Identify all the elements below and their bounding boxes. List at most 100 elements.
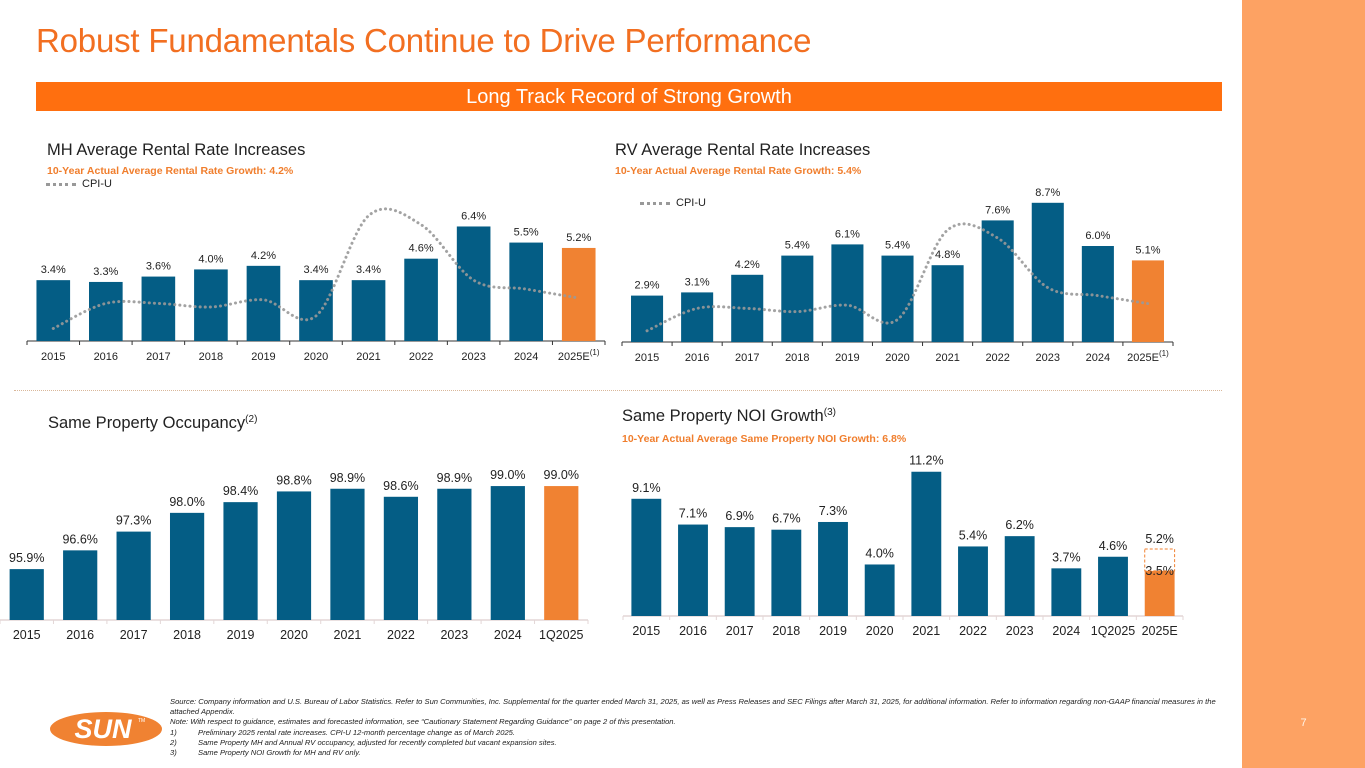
- noi-bar-2023: [1004, 536, 1035, 616]
- noi-bar-2022: [958, 546, 988, 616]
- occ-data-label: 98.9%: [437, 471, 472, 485]
- occ-x-tick-label: 2016: [66, 628, 94, 642]
- occ-x-tick-label: 2020: [280, 628, 308, 642]
- noi-data-label: 7.1%: [679, 507, 708, 521]
- rv-cpi-u-line: [645, 222, 1150, 333]
- rv-data-label: 4.8%: [935, 249, 960, 261]
- noi-bar-2020: [864, 564, 895, 616]
- footnote-num: 1): [170, 727, 177, 737]
- occ-bar-2023: [437, 488, 472, 620]
- rv-legend: CPI-U: [640, 197, 706, 209]
- footnotes: Source: Company information and U.S. Bur…: [170, 697, 1230, 758]
- rv-x-tick-label: 2023: [1036, 352, 1060, 364]
- mh-legend-label: CPI-U: [82, 178, 112, 190]
- rv-data-label: 8.7%: [1035, 187, 1060, 199]
- occ-x-tick-label: 2024: [494, 628, 522, 642]
- noi-data-label: 6.2%: [1005, 518, 1034, 532]
- noi-data-label: 4.0%: [865, 546, 894, 560]
- mh-bar-2023: [456, 226, 491, 341]
- noi-x-tick-label: 2025E: [1142, 624, 1178, 638]
- noi-bar-2021: [911, 471, 942, 616]
- noi-x-tick-label: 2018: [772, 624, 800, 638]
- mh-data-label: 3.3%: [93, 266, 118, 278]
- noi-bar-1q2025: [1098, 556, 1128, 616]
- occ-data-label: 98.4%: [223, 484, 258, 498]
- footnote-num: 3): [170, 748, 177, 758]
- mh-x-tick-footnote: (1): [590, 348, 600, 357]
- occ-x-tick-label: 2022: [387, 628, 415, 642]
- rv-bar-2019: [831, 244, 864, 342]
- occ-x-tick-label: 2019: [227, 628, 255, 642]
- footnote-source: Source: Company information and U.S. Bur…: [170, 697, 1216, 717]
- occ-bar-1q2025: [544, 486, 579, 620]
- noi-bar-2018: [771, 529, 802, 616]
- rv-bar-2023: [1031, 202, 1064, 342]
- mh-data-label: 3.4%: [356, 264, 381, 276]
- occ-data-label: 98.6%: [383, 479, 418, 493]
- occ-bar-2021: [330, 488, 365, 620]
- mh-bar-2020: [299, 280, 333, 341]
- occ-data-label: 99.0%: [490, 468, 525, 482]
- rv-bar-2021: [931, 265, 964, 342]
- footnote-1: 1) Preliminary 2025 rental rate increases…: [170, 728, 1230, 738]
- noi-bar-2016: [678, 524, 708, 616]
- occ-x-tick-label: 2021: [334, 628, 362, 642]
- noi-chart-subtitle: 10-Year Actual Average Same Property NOI…: [622, 433, 907, 445]
- mh-bar-2017: [141, 276, 176, 341]
- mh-data-label: 6.4%: [461, 210, 486, 222]
- rv-bar-2022: [981, 220, 1014, 342]
- section-banner: Long Track Record of Strong Growth: [36, 82, 1222, 111]
- right-sidebar: [1242, 0, 1365, 768]
- rv-bar-2017: [731, 274, 764, 342]
- rv-x-tick-label: 2021: [935, 352, 959, 364]
- mh-x-tick-label: 2022: [409, 351, 433, 363]
- occupancy-title-text: Same Property Occupancy: [48, 414, 246, 432]
- occ-x-tick-label: 2023: [440, 628, 468, 642]
- rv-x-tick-label: 2020: [885, 352, 909, 364]
- occ-x-tick-label: 2017: [120, 628, 148, 642]
- mh-data-label: 4.6%: [409, 243, 434, 255]
- logo-ellipse: [50, 712, 162, 746]
- mh-chart-title: MH Average Rental Rate Increases: [47, 141, 306, 159]
- occ-bar-2016: [63, 550, 98, 620]
- rv-data-label: 6.0%: [1085, 230, 1110, 242]
- mh-x-tick-label: 2023: [461, 351, 485, 363]
- occ-x-tick-label: 2015: [13, 628, 41, 642]
- noi-bar-2017: [724, 527, 755, 616]
- occ-x-tick-label: 1Q2025: [539, 628, 584, 642]
- rv-x-tick-footnote: (1): [1159, 349, 1169, 358]
- mh-x-tick-label: 2025E(1): [558, 348, 600, 363]
- noi-data-label: 6.9%: [725, 509, 754, 523]
- occ-x-tick-label: 2018: [173, 628, 201, 642]
- mh-x-tick-label: 2015: [41, 351, 65, 363]
- rv-data-label: 4.2%: [735, 259, 760, 271]
- mh-bar-2025e: [561, 247, 596, 341]
- noi-x-tick-label: 2023: [1006, 624, 1034, 638]
- noi-range-high-label: 5.2%: [1145, 532, 1174, 546]
- noi-data-label: 9.1%: [632, 481, 661, 495]
- rv-data-label: 2.9%: [635, 280, 660, 292]
- mh-x-tick-label: 2021: [356, 351, 380, 363]
- mh-legend: CPI-U: [46, 178, 112, 190]
- mh-data-label: 3.4%: [41, 264, 66, 276]
- occ-bar-2017: [116, 531, 151, 620]
- noi-x-tick-label: 2020: [866, 624, 894, 638]
- mh-bar-2018: [194, 269, 228, 341]
- rv-x-tick-label: 2024: [1086, 352, 1110, 364]
- mh-x-tick-label: 2018: [199, 351, 223, 363]
- occ-data-label: 96.6%: [62, 532, 97, 546]
- noi-title-text: Same Property NOI Growth: [622, 407, 824, 425]
- mh-x-tick-label: 2016: [94, 351, 118, 363]
- sun-logo: SUN TM: [50, 712, 162, 746]
- noi-x-tick-label: 2019: [819, 624, 847, 638]
- rv-data-label: 3.1%: [685, 276, 710, 288]
- mh-data-label: 3.6%: [146, 261, 171, 273]
- noi-bar-2025e: [1144, 570, 1175, 616]
- noi-x-tick-label: 2022: [959, 624, 987, 638]
- noi-bar-2015: [631, 498, 662, 616]
- mh-bar-2015: [36, 280, 71, 341]
- mh-cpi-u-line: [51, 207, 581, 330]
- mh-data-label: 4.0%: [198, 253, 223, 265]
- rv-data-label: 7.6%: [985, 204, 1010, 216]
